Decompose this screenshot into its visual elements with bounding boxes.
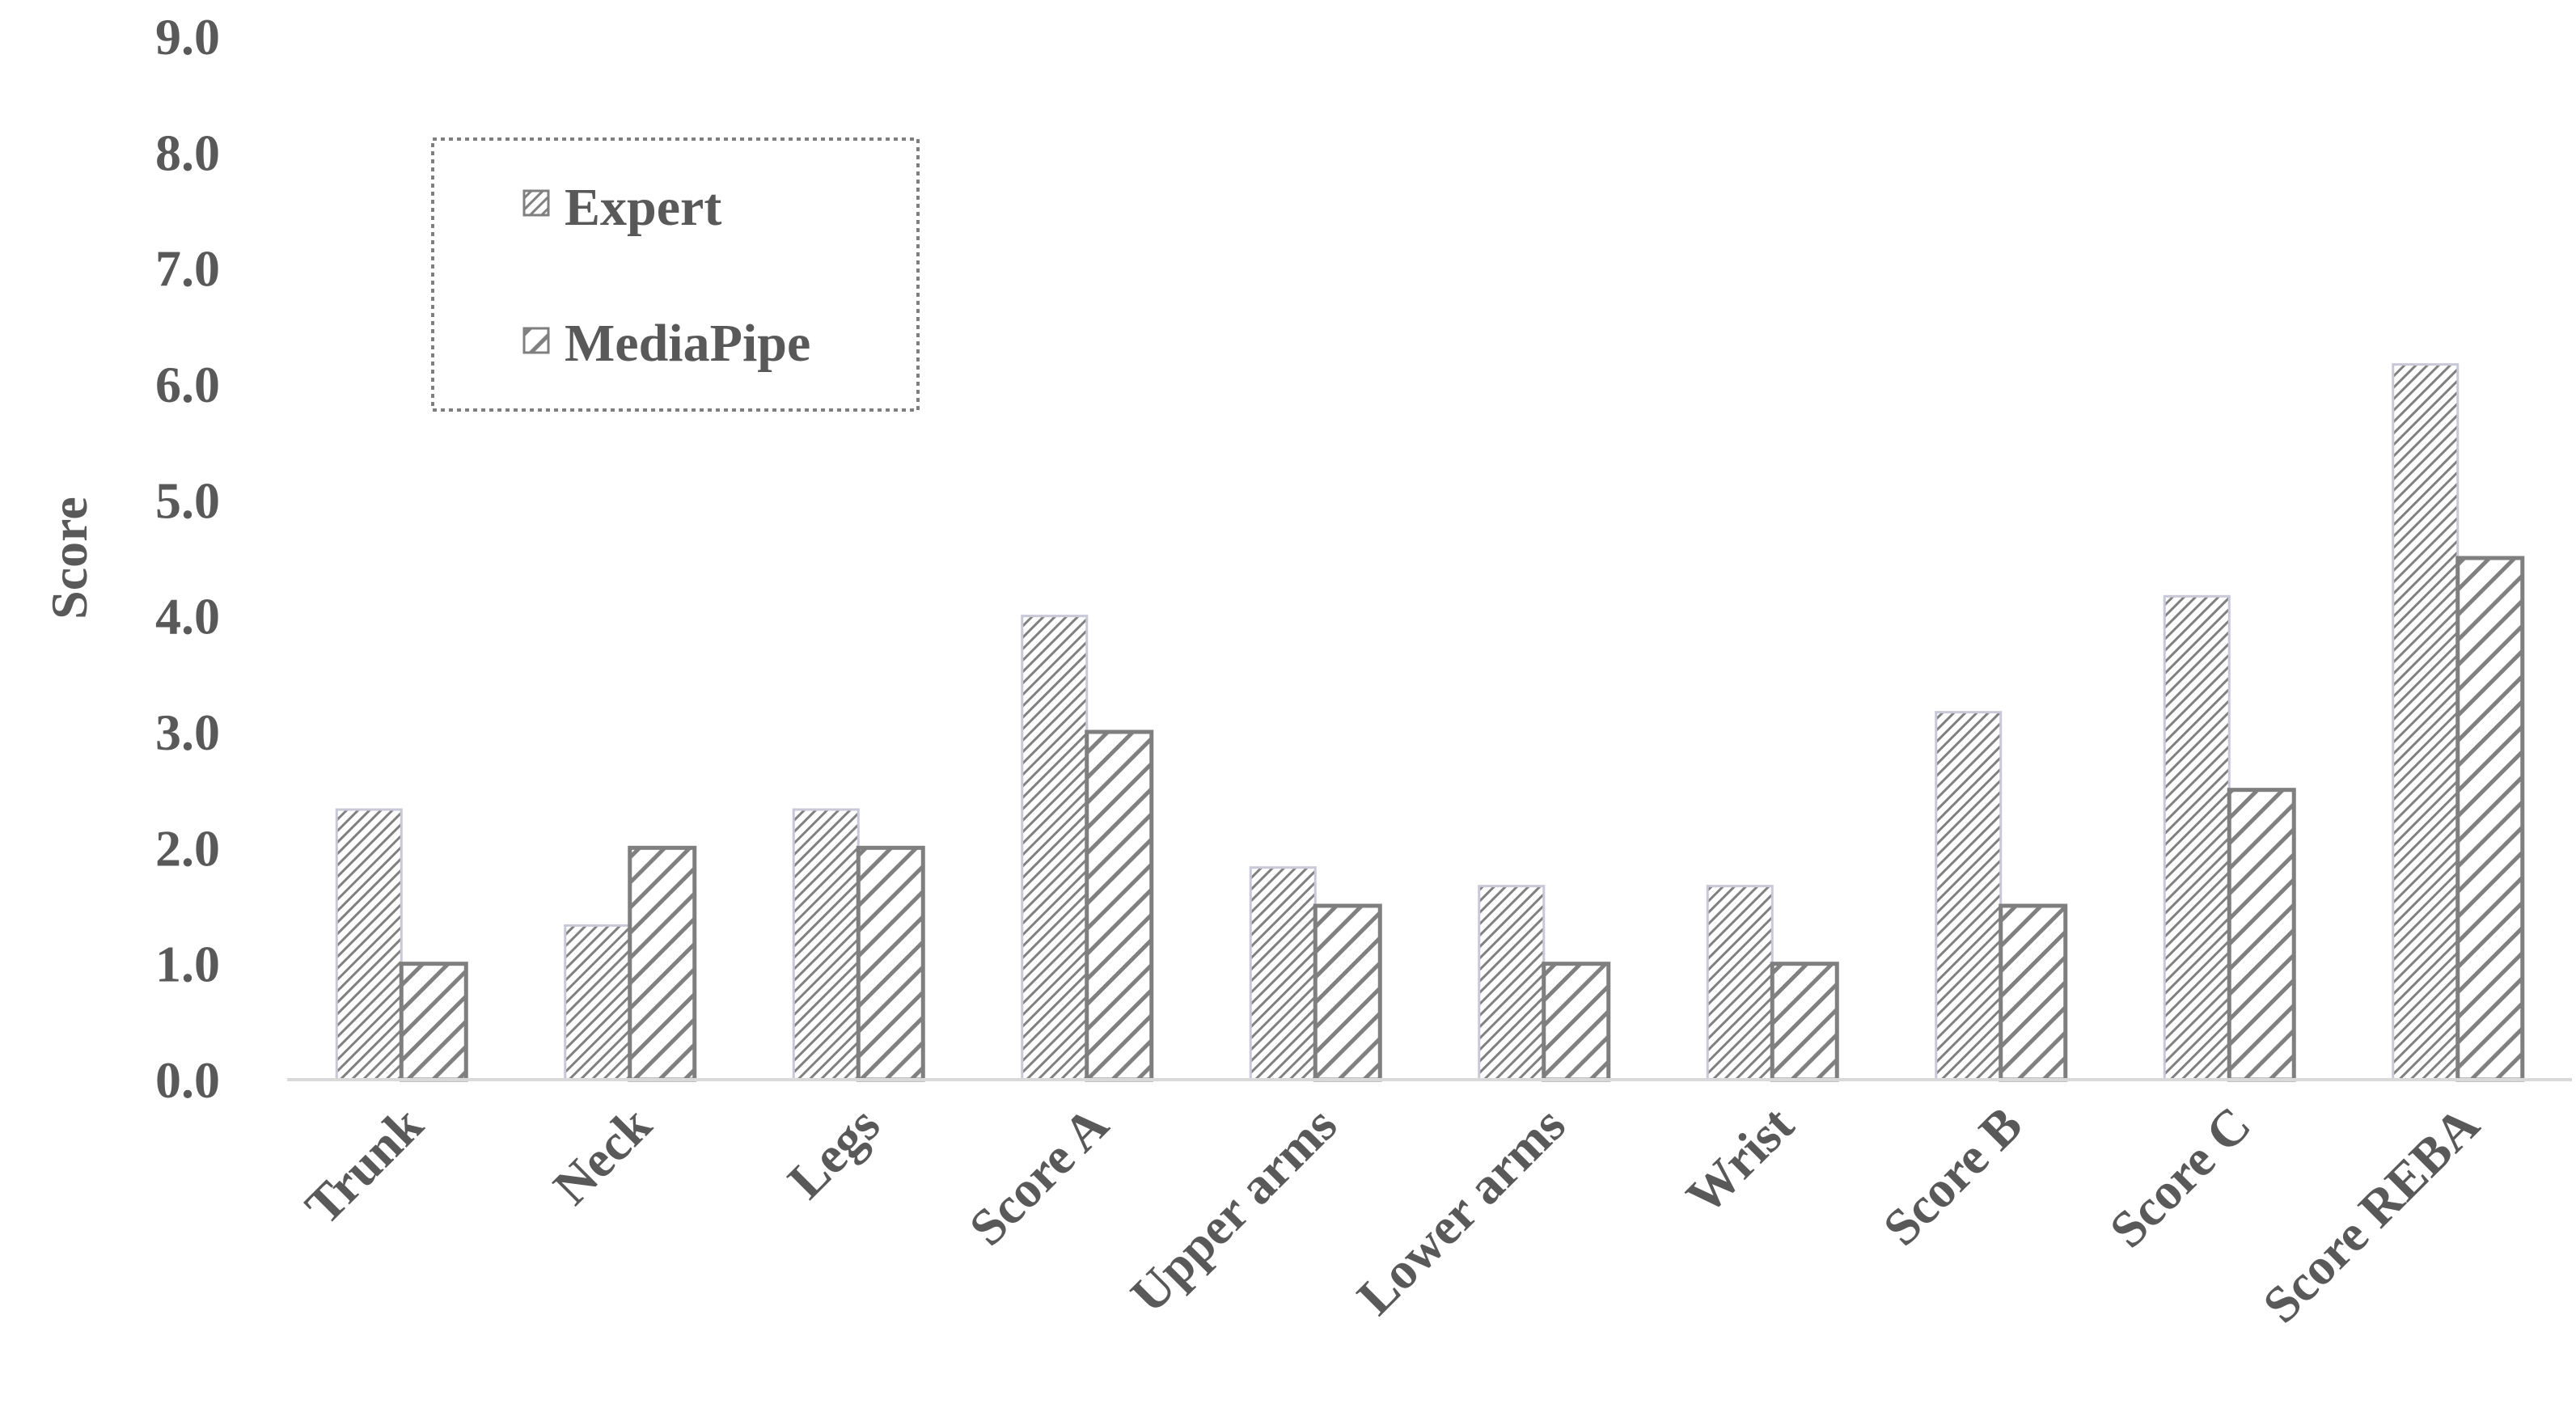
- bar-expert: [1935, 711, 2003, 1081]
- bar-mediapipe: [1313, 903, 1382, 1082]
- legend-swatch-expert: [522, 189, 550, 217]
- y-tick-label: 0.0: [155, 1051, 220, 1109]
- bar-expert: [1249, 866, 1317, 1081]
- bar-expert: [1021, 615, 1089, 1081]
- y-tick-label: 8.0: [155, 124, 220, 181]
- bar-mediapipe: [399, 962, 468, 1082]
- x-category-label: Trunk: [294, 1095, 434, 1235]
- bar-mediapipe: [856, 845, 925, 1082]
- y-axis-ticks: 0.0 1.0 2.0 3.0 4.0 5.0 6.0 7.0 8.0 9.0: [155, 8, 220, 1109]
- x-category-label: Score REBA: [2252, 1096, 2489, 1334]
- bar-mediapipe: [2455, 556, 2525, 1082]
- legend-border: [431, 137, 920, 412]
- y-tick-label: 3.0: [155, 704, 220, 761]
- bars-group: [335, 363, 2525, 1082]
- bar-expert: [335, 808, 403, 1081]
- x-category-label: Score B: [1872, 1096, 2033, 1257]
- y-tick-label: 6.0: [155, 356, 220, 413]
- legend: Expert MediaPipe: [431, 137, 920, 412]
- y-tick-label: 2.0: [155, 819, 220, 877]
- y-axis-label-group: Score: [40, 497, 98, 619]
- y-axis-label: Score: [40, 497, 98, 619]
- legend-label-expert: Expert: [565, 178, 721, 237]
- x-category-label: Upper arms: [1119, 1096, 1347, 1324]
- x-category-label: Neck: [542, 1095, 662, 1216]
- bar-mediapipe: [1770, 962, 1839, 1082]
- x-category-label: Score A: [958, 1096, 1119, 1257]
- bar-mediapipe: [1542, 962, 1611, 1082]
- legend-label-mediapipe: MediaPipe: [565, 314, 810, 373]
- bar-expert: [2163, 594, 2231, 1081]
- x-category-label: Score C: [2099, 1096, 2261, 1258]
- bar-mediapipe: [1999, 903, 2068, 1082]
- x-category-label: Lower arms: [1346, 1096, 1576, 1326]
- bar-expert: [1478, 885, 1546, 1081]
- bar-mediapipe: [628, 845, 697, 1082]
- y-tick-label: 4.0: [155, 588, 220, 645]
- bar-mediapipe: [2227, 788, 2296, 1082]
- bar-mediapipe: [1085, 729, 1154, 1082]
- y-tick-label: 7.0: [155, 240, 220, 298]
- bar-expert: [2392, 363, 2460, 1081]
- y-tick-label: 1.0: [155, 936, 220, 993]
- bar-expert: [564, 924, 632, 1081]
- legend-swatch-mediapipe: [522, 327, 550, 354]
- bar-expert: [1706, 885, 1774, 1081]
- x-category-label: Wrist: [1675, 1095, 1804, 1224]
- x-category-label: Legs: [776, 1096, 890, 1210]
- bar-expert: [792, 808, 860, 1081]
- y-tick-label: 9.0: [155, 8, 220, 66]
- y-tick-label: 5.0: [155, 471, 220, 529]
